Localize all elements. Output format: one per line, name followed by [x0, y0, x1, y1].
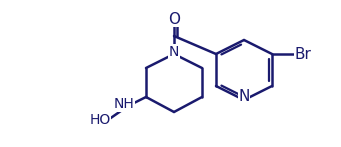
Text: NH: NH — [114, 97, 134, 111]
Text: O: O — [168, 11, 180, 26]
Text: HO: HO — [89, 113, 110, 127]
Text: Br: Br — [295, 46, 311, 61]
Text: N: N — [238, 88, 250, 103]
Text: N: N — [169, 45, 179, 59]
